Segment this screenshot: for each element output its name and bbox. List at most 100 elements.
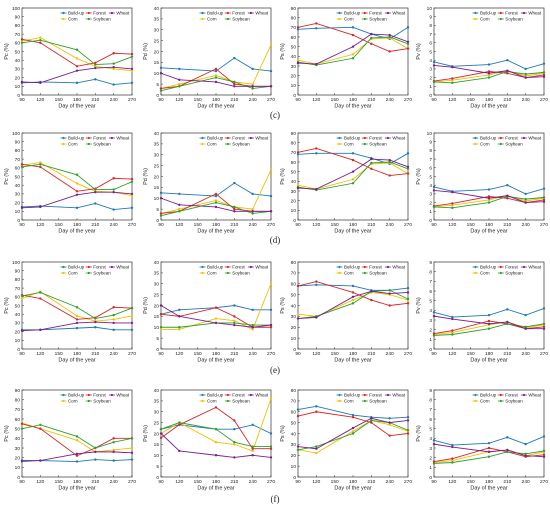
data-point — [39, 291, 42, 294]
data-point — [269, 168, 273, 172]
y-tick-label: 70 — [291, 271, 297, 277]
y-tick-label: 3 — [429, 67, 432, 73]
legend-marker — [522, 11, 526, 15]
x-tick-label: 90 — [295, 97, 301, 103]
y-axis-label: Pv (%) — [416, 425, 422, 442]
x-tick-label: 240 — [522, 97, 530, 103]
x-tick-label: 240 — [249, 351, 257, 357]
data-point — [487, 76, 491, 79]
legend-marker — [226, 393, 229, 397]
series-line — [297, 158, 409, 190]
x-axis-label: Day of the year — [197, 486, 234, 492]
legend-label: Soybean — [369, 142, 387, 147]
data-point — [130, 306, 134, 310]
legend-label: Wheat — [255, 265, 268, 270]
data-point — [315, 447, 318, 450]
y-axis-label: Ps (%) — [280, 168, 286, 185]
x-tick-label: 210 — [91, 222, 99, 228]
legend-marker — [201, 265, 204, 269]
data-point — [130, 192, 134, 196]
x-tick-label: 270 — [128, 97, 136, 103]
data-point — [451, 202, 454, 205]
x-tick-label: 120 — [312, 97, 320, 103]
plot-frame — [21, 7, 133, 96]
panel-0-2: 0 10 20 30 40 50 60 70 80 90 90 120 150 180 210 240 270 D… — [280, 6, 412, 110]
series-line — [433, 435, 545, 446]
y-axis-label: Pc (%) — [4, 43, 10, 60]
data-point — [487, 195, 491, 198]
legend-label: Corn — [207, 17, 217, 22]
data-point — [112, 208, 115, 211]
series-line — [297, 23, 409, 52]
y-tick-label: 70 — [291, 25, 297, 31]
data-point — [351, 57, 355, 60]
series-line — [433, 71, 545, 84]
data-point — [506, 59, 509, 62]
legend-label: Forest — [93, 265, 106, 270]
data-point — [214, 69, 218, 73]
y-tick-label: 35 — [154, 17, 160, 23]
x-tick-label: 210 — [503, 97, 511, 103]
data-point — [388, 35, 391, 39]
y-tick-label: 0 — [17, 218, 20, 224]
data-point — [233, 304, 236, 307]
plot-frame — [160, 261, 272, 350]
x-axis-label: Day of the year — [58, 229, 95, 235]
data-point — [233, 56, 236, 60]
y-tick-label: 5 — [429, 426, 432, 432]
legend-label: Corn — [344, 271, 354, 276]
data-point — [214, 454, 218, 457]
series-line — [160, 72, 271, 87]
row-label-f: (f) — [270, 494, 280, 504]
y-tick-label: 25 — [154, 292, 160, 298]
series-line — [297, 411, 409, 437]
legend-marker — [338, 393, 341, 397]
data-point — [233, 82, 236, 86]
y-tick-label: 7 — [429, 157, 432, 163]
legend-label: Forest — [232, 265, 245, 270]
legend-label: Soybean — [369, 399, 387, 404]
data-point — [130, 194, 134, 197]
panel-3-0: 0 10 20 30 40 50 60 70 80 90 90 120 150 180 210 240 270 D… — [4, 388, 136, 492]
legend-marker — [386, 265, 389, 269]
y-tick-label: 8 — [429, 269, 432, 275]
data-point — [388, 33, 391, 37]
y-tick-label: 7 — [429, 32, 432, 38]
data-point — [214, 80, 218, 84]
x-axis-label: Day of the year — [470, 358, 507, 364]
data-point — [94, 65, 97, 68]
data-point — [159, 72, 163, 75]
x-tick-label: 150 — [331, 97, 339, 103]
legend-marker — [226, 271, 229, 275]
x-tick-label: 120 — [36, 351, 44, 357]
data-point — [506, 436, 509, 439]
legend-marker — [249, 393, 252, 397]
legend-label: Build-up — [480, 11, 497, 16]
y-tick-label: 5 — [429, 174, 432, 180]
y-tick-label: 30 — [15, 321, 21, 327]
data-point — [269, 432, 273, 435]
data-point — [370, 167, 373, 170]
data-point — [214, 192, 218, 196]
data-point — [487, 313, 491, 317]
y-axis-label: Ps (%) — [280, 297, 286, 314]
data-point — [269, 397, 273, 400]
x-tick-label: 180 — [212, 351, 220, 357]
x-tick-label: 150 — [467, 479, 475, 485]
data-point — [233, 419, 236, 422]
data-point — [451, 65, 454, 69]
legend-marker — [110, 11, 113, 15]
legend-marker — [363, 399, 366, 403]
y-tick-label: 9 — [429, 15, 432, 21]
data-point — [370, 419, 373, 422]
data-point — [94, 61, 97, 65]
y-tick-label: 70 — [291, 150, 297, 156]
x-tick-label: 150 — [194, 479, 202, 485]
y-tick-label: 2 — [429, 200, 432, 206]
data-point — [524, 313, 527, 317]
legend-label: Build-up — [68, 265, 85, 270]
legend-marker — [363, 142, 366, 146]
legend-label: Corn — [68, 399, 78, 404]
y-tick-label: 30 — [15, 192, 21, 198]
legend-label: Corn — [480, 142, 490, 147]
